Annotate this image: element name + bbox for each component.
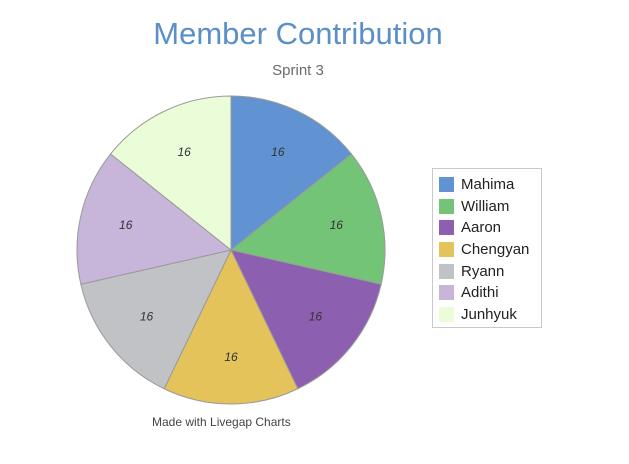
pie-slice-william (229, 153, 386, 285)
pie-slice-mahima (230, 95, 353, 252)
pie-slice-ryann (80, 249, 232, 390)
legend-label: Mahima (461, 176, 515, 194)
legend-label: Chengyan (461, 241, 530, 259)
legend-label: Aaron (461, 219, 502, 237)
legend-item-junhyuk: Junhyuk (439, 304, 535, 326)
legend-item-mahima: Mahima (439, 174, 535, 196)
footer-credit: Made with Livegap Charts (152, 415, 291, 429)
slice-value-label: 16 (140, 310, 154, 324)
slice-value-label: 16 (309, 310, 323, 324)
legend-item-william: William (439, 196, 535, 218)
legend-swatch (439, 263, 454, 279)
legend-label: Junhyuk (461, 305, 517, 323)
legend-item-ryann: Ryann (439, 260, 535, 282)
chart-subtitle: Sprint 3 (272, 62, 324, 79)
legend-swatch (439, 285, 454, 301)
legend-swatch (439, 220, 454, 236)
legend-item-aaron: Aaron (439, 217, 535, 239)
slice-value-label: 16 (119, 218, 133, 232)
legend-swatch (439, 177, 454, 193)
chart-title: Member Contribution (153, 16, 443, 51)
legend-swatch (439, 306, 454, 322)
slice-value-label: 16 (177, 145, 191, 159)
legend-item-chengyan: Chengyan (439, 239, 535, 261)
legend-label: Adithi (461, 284, 499, 302)
pie-slice-aaron (230, 249, 382, 390)
legend-item-adithi: Adithi (439, 282, 535, 304)
pie-slice-junhyuk (109, 95, 232, 252)
pie-slice-adithi (76, 153, 233, 285)
legend-label: William (461, 197, 510, 215)
legend: Mahima William Aaron Chengyan Ryann Adithi Jun… (432, 168, 542, 328)
slice-value-label: 16 (224, 350, 238, 364)
pie-slice-chengyan (163, 248, 299, 405)
legend-swatch (439, 198, 454, 214)
slice-value-label: 16 (271, 145, 285, 159)
legend-swatch (439, 242, 454, 258)
legend-label: Ryann (461, 262, 505, 280)
slice-value-label: 16 (330, 218, 344, 232)
